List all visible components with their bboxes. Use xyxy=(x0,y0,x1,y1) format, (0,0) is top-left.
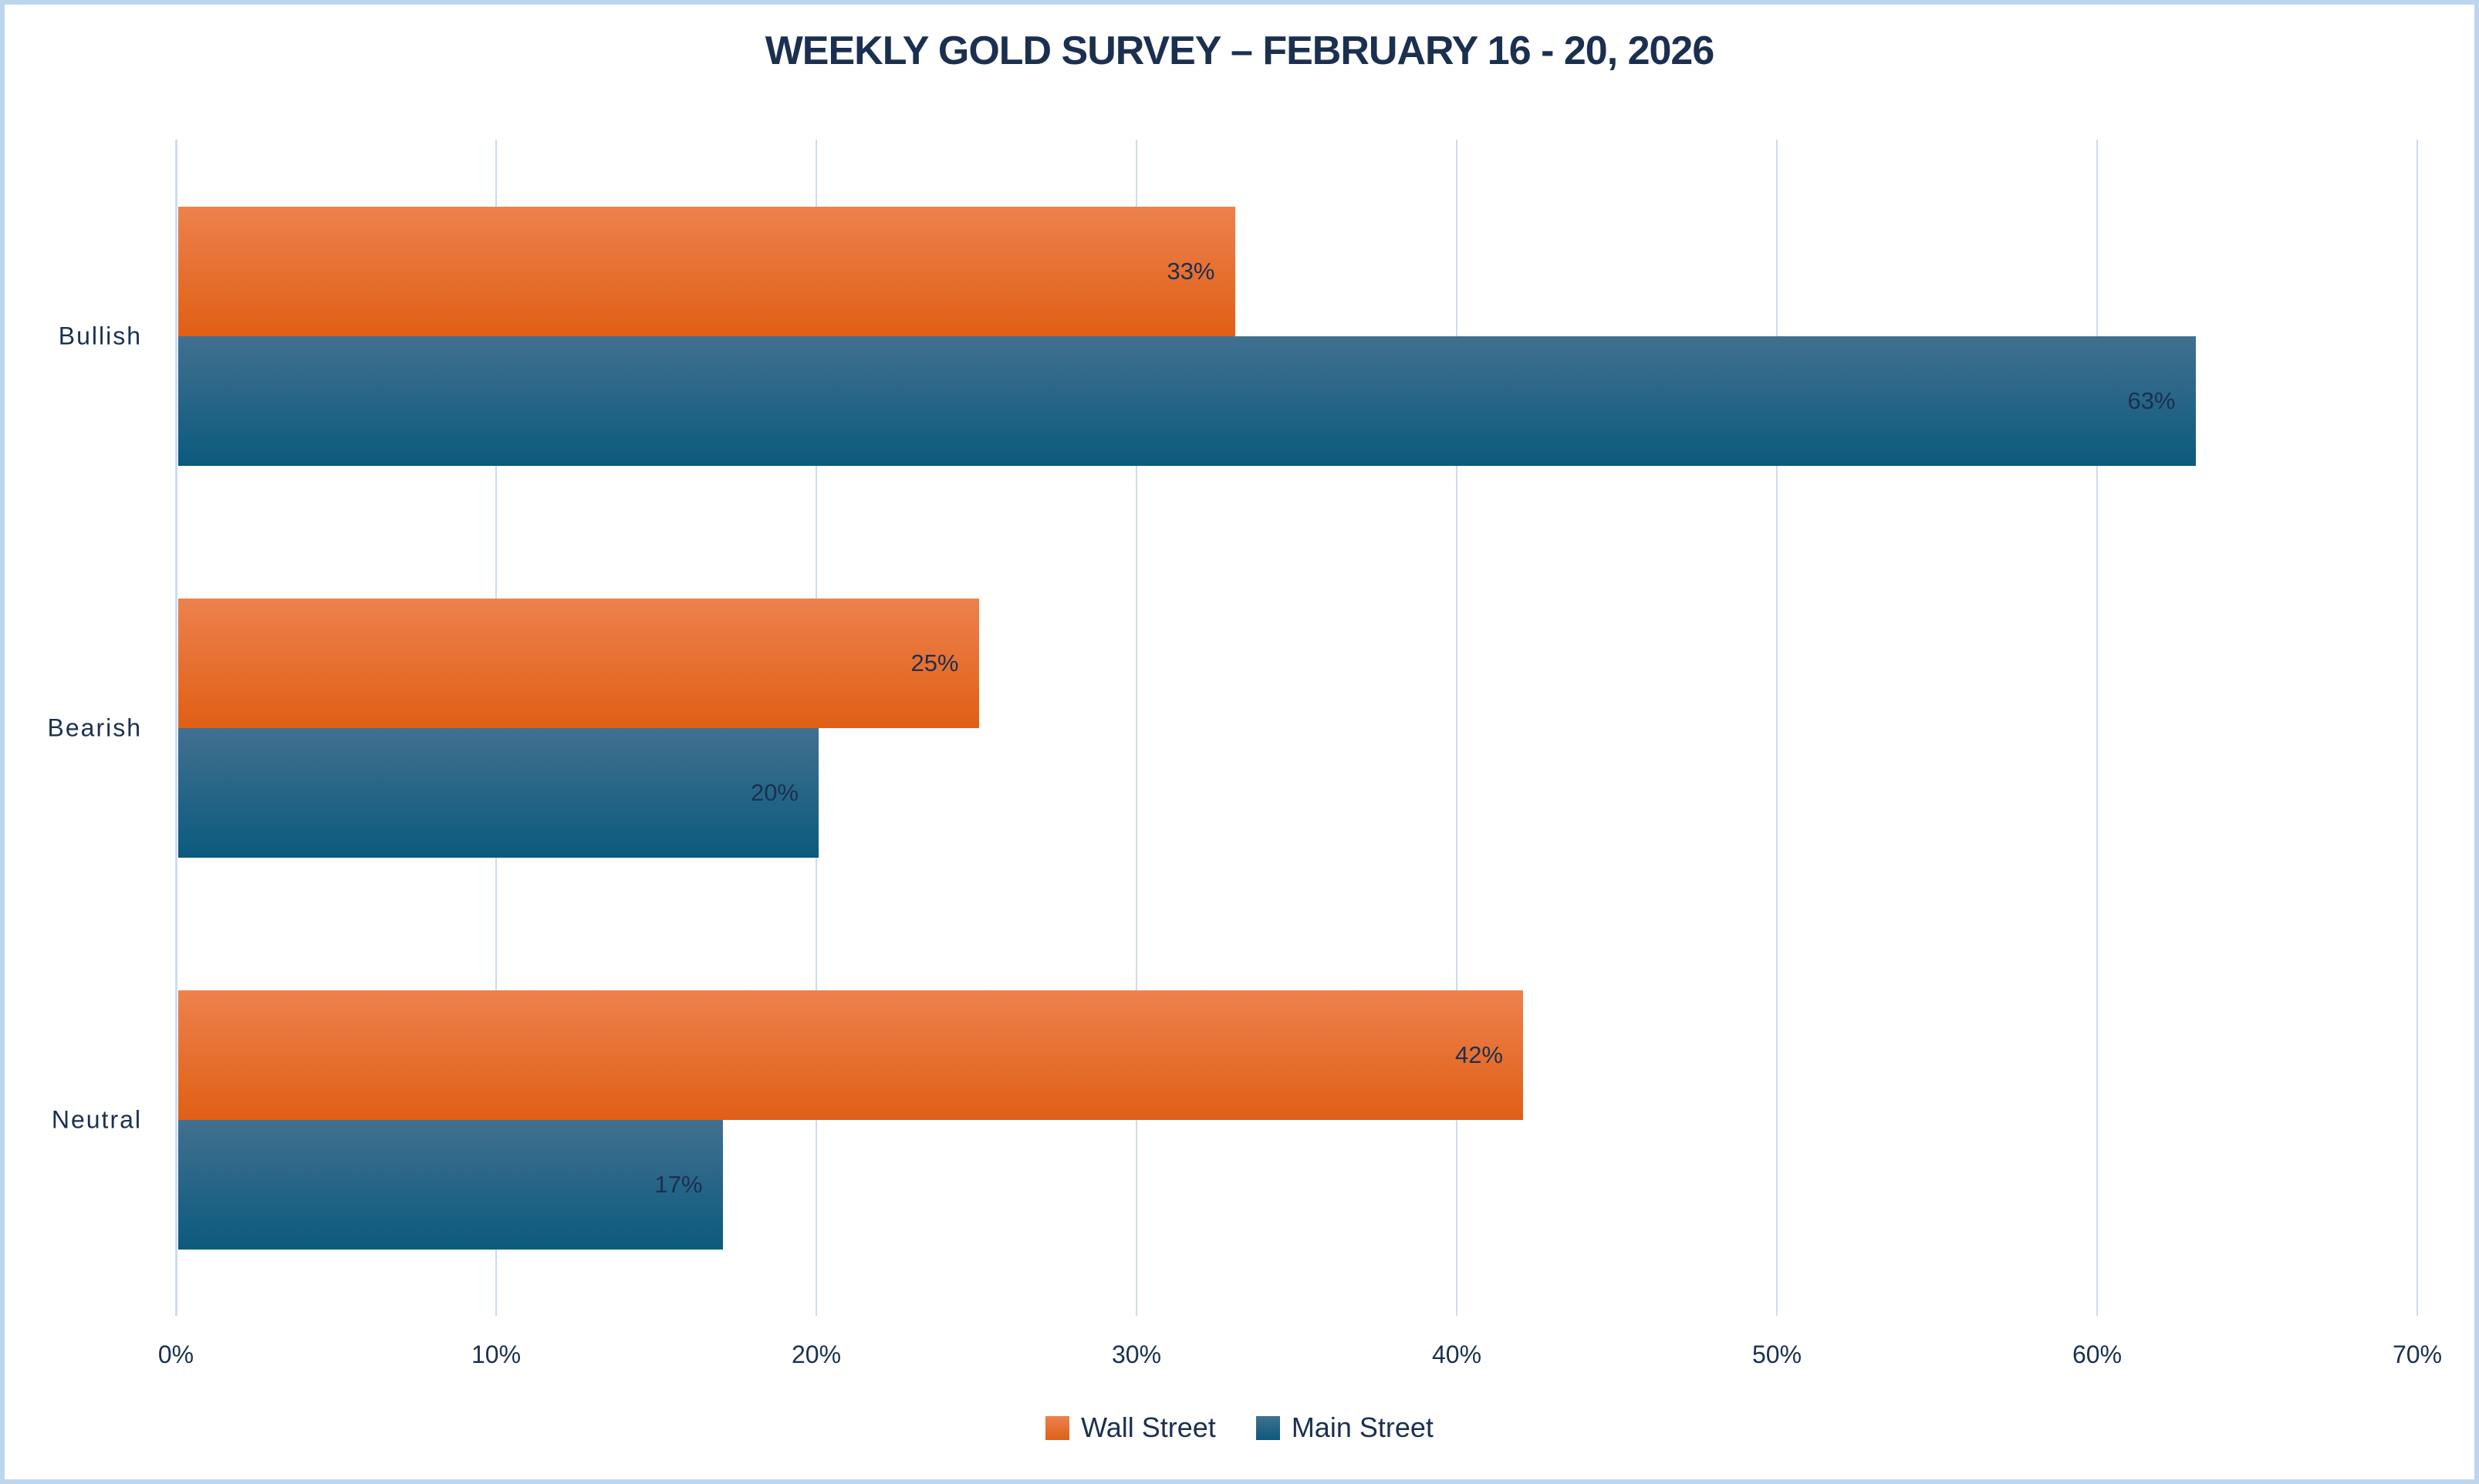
data-label: 17% xyxy=(654,1171,703,1198)
x-tick-label-40%: 40% xyxy=(1431,1341,1482,1368)
x-tick-label-70%: 70% xyxy=(2392,1341,2443,1368)
bar-bearish-main-street: 20% xyxy=(178,728,819,858)
x-tick-label-60%: 60% xyxy=(2072,1341,2123,1368)
gridline-70% xyxy=(2417,140,2418,1316)
category-label-neutral: Neutral xyxy=(51,1105,142,1134)
x-tick-label-0%: 0% xyxy=(157,1341,194,1368)
x-tick-label-10%: 10% xyxy=(471,1341,522,1368)
gridline-50% xyxy=(1776,140,1778,1316)
category-label-bullish: Bullish xyxy=(58,322,142,350)
x-axis: 0% 10% 20% 30% 40% 50% 60% 70% xyxy=(158,1341,2442,1379)
plot-area: 33% 63% Bullish 25% 20% Bearish 42% 17% Neutral xyxy=(48,140,2418,1316)
data-label: 20% xyxy=(750,779,799,806)
bar-neutral-wall-street: 42% xyxy=(178,990,1523,1120)
gridline-60% xyxy=(2096,140,2098,1316)
data-label: 63% xyxy=(2127,387,2176,414)
legend: Wall Street Main Street xyxy=(5,1411,2474,1444)
bar-neutral-main-street: 17% xyxy=(178,1120,723,1250)
legend-label: Main Street xyxy=(1291,1411,1434,1443)
legend-swatch-icon xyxy=(1045,1415,1070,1440)
bar-bullish-main-street: 63% xyxy=(178,336,2196,466)
x-tick-label-50%: 50% xyxy=(1751,1341,1802,1368)
y-axis-line xyxy=(175,140,177,1316)
gridline-30% xyxy=(1136,140,1137,1316)
category-label-bearish: Bearish xyxy=(47,713,142,742)
legend-swatch-icon xyxy=(1255,1415,1280,1440)
legend-label: Wall Street xyxy=(1081,1411,1216,1443)
data-label: 33% xyxy=(1167,258,1215,285)
gridline-40% xyxy=(1455,140,1457,1316)
chart-title: WEEKLY GOLD SURVEY – FEBRUARY 16 - 20, 2… xyxy=(765,29,1715,73)
bar-bearish-wall-street: 25% xyxy=(178,599,979,728)
legend-item-wall-street: Wall Street xyxy=(1045,1411,1216,1444)
data-label: 25% xyxy=(910,649,959,676)
data-label: 42% xyxy=(1454,1041,1503,1068)
x-tick-label-20%: 20% xyxy=(791,1341,842,1368)
bar-bullish-wall-street: 33% xyxy=(178,207,1235,336)
x-tick-label-30%: 30% xyxy=(1111,1341,1162,1368)
legend-item-main-street: Main Street xyxy=(1255,1411,1434,1444)
